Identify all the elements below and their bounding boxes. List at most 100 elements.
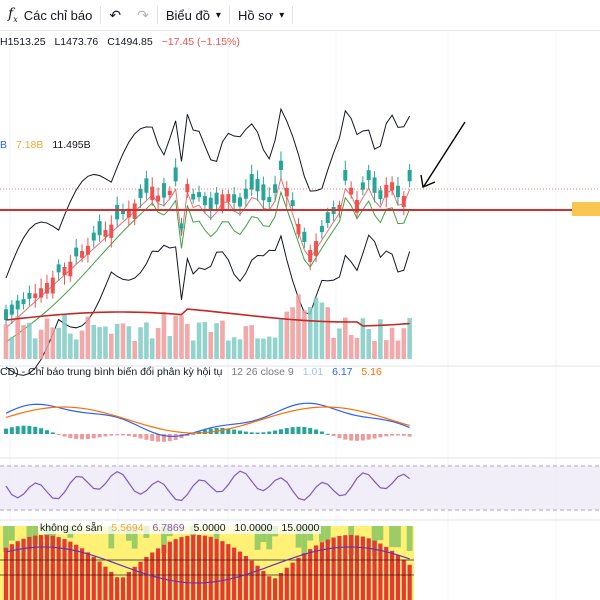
heatmap-red-bar	[85, 552, 90, 600]
macd-histogram-bar	[308, 427, 313, 434]
macd-histogram-bar	[21, 425, 26, 434]
candle-body	[21, 299, 26, 305]
volume-bar	[97, 327, 102, 359]
heatmap-red-bar	[354, 535, 360, 600]
candle-body	[395, 185, 400, 198]
volume-bar	[249, 325, 254, 359]
ohlc-change: −17.45 (−1.15%)	[161, 36, 240, 48]
macd-legend: CD) - Chỉ báo trung bình biến đổi phân k…	[0, 366, 382, 378]
macd-histogram-bar	[103, 434, 108, 437]
macd-title: CD) - Chỉ báo trung bình biến đổi phân k…	[0, 366, 223, 378]
volume-bar	[284, 311, 290, 359]
heatmap-red-bar	[50, 535, 55, 600]
candle-body	[138, 188, 143, 199]
candle-body	[132, 203, 137, 219]
candle-body	[74, 247, 79, 257]
macd-histogram-bar	[126, 434, 131, 437]
heatmap-green-column	[108, 526, 115, 549]
volume-bar	[383, 340, 389, 359]
volume-bar	[9, 337, 15, 359]
macd-signal-line	[5, 406, 410, 434]
indicators-button[interactable]: fx Các chỉ báo	[0, 0, 100, 30]
volume-bar	[226, 340, 231, 359]
heatmap-red-bar	[366, 538, 371, 600]
macd-histogram-bar	[115, 434, 120, 436]
volume-bar	[56, 327, 61, 359]
candle-body	[401, 195, 406, 207]
heatmap-red-bar	[390, 550, 395, 600]
macd-histogram-bar	[296, 426, 301, 434]
chevron-down-icon: ▾	[215, 9, 221, 21]
bottom-value-4: 10.0000	[234, 522, 273, 534]
toolbar-divider	[292, 6, 294, 24]
macd-histogram-bar	[144, 434, 149, 440]
macd-params: 12 26 close 9	[231, 366, 294, 378]
volume-bar	[149, 338, 155, 359]
volume-bar	[214, 323, 219, 359]
macd-histogram-bar	[173, 434, 178, 440]
candle-body	[220, 194, 225, 209]
candle-body	[156, 195, 161, 202]
candle-body	[214, 192, 219, 205]
price-chart-canvas[interactable]	[0, 30, 600, 600]
macd-histogram-bar	[68, 434, 73, 439]
volume-bar	[21, 325, 26, 359]
volume-bar	[313, 297, 319, 359]
macd-histogram-bar	[349, 434, 354, 441]
chart-menu-button[interactable]: Biểu đồ ▾	[158, 0, 229, 30]
volume-bar	[237, 339, 243, 359]
macd-histogram-bar	[9, 427, 14, 434]
candle-body	[407, 169, 412, 182]
macd-value-hist: 1.01	[302, 366, 324, 378]
redo-button[interactable]: ↷	[129, 0, 157, 30]
macd-histogram-bar	[50, 432, 55, 434]
volume-bar	[337, 328, 342, 359]
macd-histogram-bar	[249, 432, 254, 434]
candle-body	[308, 250, 313, 262]
volume-bar	[202, 322, 208, 359]
macd-histogram-bar	[337, 434, 342, 439]
candle-body	[302, 231, 307, 242]
volume-bar	[62, 314, 67, 359]
heatmap-red-bar	[243, 555, 248, 600]
bollinger-upper-line	[5, 107, 411, 279]
macd-histogram-bar	[27, 425, 32, 434]
macd-histogram-bar	[314, 429, 319, 434]
candle-body	[9, 304, 14, 315]
undo-button[interactable]: ↶	[101, 0, 129, 30]
macd-histogram-bar	[278, 429, 283, 434]
heatmap-red-bar	[302, 553, 307, 600]
volume-bar	[155, 328, 161, 359]
rsi-band	[0, 466, 600, 510]
profile-menu-button[interactable]: Hồ sơ ▾	[230, 0, 292, 30]
profile-menu-label: Hồ sơ	[237, 7, 274, 23]
macd-histogram-bar	[44, 430, 49, 434]
heatmap-red-bar	[331, 537, 336, 600]
bottom-value-1: 5.5694	[111, 522, 144, 534]
macd-histogram-bar	[80, 434, 85, 440]
heatmap-green-column	[254, 526, 261, 550]
volume-bar	[378, 319, 383, 359]
top-toolbar: fx Các chỉ báo ↶ ↷ Biểu đồ ▾ Hồ sơ ▾	[0, 0, 600, 31]
candle-body	[144, 178, 149, 193]
volume-bar	[79, 330, 85, 359]
heatmap-green-column	[8, 526, 15, 541]
candle-body	[278, 160, 283, 170]
bottom-value-2: 6.7869	[152, 522, 185, 534]
heatmap-red-bar	[115, 577, 120, 600]
candle-body	[325, 212, 330, 223]
heatmap-red-bar	[378, 543, 383, 600]
heatmap-green-column	[377, 526, 384, 541]
candle-body	[126, 208, 131, 218]
macd-histogram-bar	[261, 432, 266, 434]
volume-bar	[366, 329, 371, 359]
volume-bar	[109, 333, 114, 359]
volume-bar	[348, 334, 354, 359]
redo-icon: ↷	[137, 6, 149, 23]
candle-body	[390, 182, 395, 191]
candle-body	[232, 194, 237, 203]
candle-body	[226, 194, 231, 202]
macd-histogram-bar	[302, 427, 307, 434]
price-axis-tag	[572, 202, 600, 216]
macd-histogram-bar	[220, 427, 225, 434]
